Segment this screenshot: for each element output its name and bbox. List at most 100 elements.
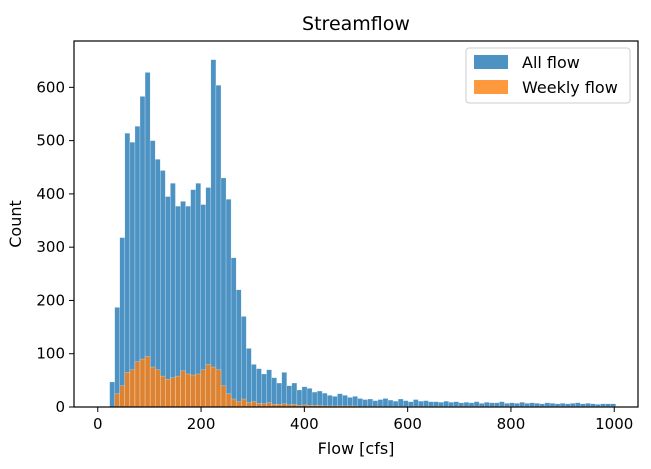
weekly-flow-bar	[266, 402, 272, 408]
x-tick-label: 800	[497, 415, 526, 433]
y-tick-label: 500	[36, 132, 65, 150]
all-flow-bar	[473, 401, 480, 408]
weekly-flow-bar	[195, 373, 201, 408]
weekly-flow-bar	[170, 377, 176, 408]
weekly-flow-bar	[220, 385, 227, 408]
all-flow-bar	[372, 400, 379, 408]
plot-area-frame	[73, 40, 639, 408]
all-flow-bar	[397, 398, 404, 408]
weekly-flow-bar	[119, 385, 126, 408]
all-flow-bar	[423, 400, 429, 408]
all-flow-bar	[119, 237, 126, 408]
x-tick-label: 600	[393, 415, 422, 433]
weekly-flow-bar	[180, 370, 186, 408]
all-flow-bar	[453, 401, 460, 408]
all-flow-bar	[418, 400, 424, 408]
all-flow-bars	[109, 59, 616, 408]
weekly-flow-bar	[190, 374, 196, 408]
weekly-flow-bar	[134, 361, 141, 408]
all-flow-bar	[195, 183, 201, 408]
weekly-flow-bar	[230, 398, 237, 408]
weekly-flow-bar	[205, 364, 212, 408]
all-flow-bar	[296, 389, 303, 408]
weekly-flow-bar	[154, 369, 161, 408]
all-flow-bar	[403, 400, 409, 408]
weekly-flow-bar	[210, 366, 217, 408]
legend-swatch-weekly-flow	[474, 80, 508, 94]
weekly-flow-bar	[225, 393, 232, 408]
weekly-flow-bar	[114, 393, 120, 408]
all-flow-bar	[347, 397, 353, 408]
all-flow-bar	[276, 382, 282, 408]
all-flow-bar	[170, 183, 176, 408]
chart-title: Streamflow	[302, 13, 410, 35]
all-flow-bar	[261, 373, 267, 408]
all-flow-bar	[241, 316, 247, 408]
legend-label-all-flow: All flow	[522, 53, 580, 72]
all-flow-bar	[215, 85, 222, 408]
y-axis-ticks: 0 100 200 300 400 500 600	[36, 78, 74, 416]
weekly-flow-bar	[235, 401, 242, 408]
weekly-flow-bar	[251, 401, 257, 408]
all-flow-bar	[352, 396, 358, 408]
all-flow-bar	[408, 401, 414, 408]
y-tick-label: 0	[55, 398, 65, 416]
all-flow-bar	[301, 386, 308, 408]
all-flow-bar	[251, 364, 257, 408]
all-flow-bar	[387, 399, 394, 408]
all-flow-bar	[316, 390, 323, 408]
all-flow-bar	[230, 257, 237, 408]
y-tick-label: 100	[36, 345, 65, 363]
weekly-flow-bar	[246, 402, 252, 408]
all-flow-bar	[291, 382, 298, 408]
all-flow-bar	[129, 142, 136, 408]
all-flow-bar	[306, 388, 313, 408]
all-flow-bar	[357, 398, 363, 408]
all-flow-bar	[210, 59, 217, 408]
all-flow-bar	[220, 177, 227, 408]
x-tick-label: 400	[290, 415, 319, 433]
y-tick-label: 400	[36, 185, 65, 203]
all-flow-bar	[499, 401, 505, 408]
weekly-flow-bar	[215, 369, 222, 408]
all-flow-bar	[377, 399, 384, 408]
y-tick-label: 600	[36, 78, 65, 96]
all-flow-bar	[342, 395, 348, 408]
all-flow-bar	[327, 395, 333, 408]
weekly-flow-bar	[241, 398, 247, 408]
legend: All flow Weekly flow	[465, 47, 631, 104]
weekly-flow-bar	[160, 375, 166, 408]
all-flow-bar	[114, 307, 120, 408]
all-flow-bar	[413, 399, 419, 408]
weekly-flow-bar	[185, 373, 191, 408]
all-flow-bar	[286, 385, 293, 408]
weekly-flow-bar	[139, 358, 146, 408]
all-flow-bar	[337, 393, 343, 408]
x-axis-ticks: 0 200 400 600 800 1000	[93, 407, 633, 433]
all-flow-bar	[367, 398, 374, 408]
all-flow-bar	[271, 377, 277, 408]
y-tick-label: 300	[36, 238, 65, 256]
all-flow-bar	[165, 196, 171, 408]
all-flow-bar	[281, 372, 287, 408]
all-flow-bar	[392, 400, 399, 408]
all-flow-bar	[322, 392, 328, 408]
y-tick-label: 200	[36, 291, 65, 309]
x-axis-label: Flow [cfs]	[318, 439, 395, 458]
all-flow-bar	[109, 381, 115, 408]
all-flow-bar	[428, 401, 434, 408]
all-flow-bar	[160, 170, 166, 408]
weekly-flow-bar	[144, 356, 151, 408]
all-flow-bar	[362, 399, 368, 408]
all-flow-bar	[225, 199, 232, 408]
all-flow-bar	[190, 189, 196, 408]
all-flow-bar	[246, 348, 252, 408]
x-tick-label: 1000	[595, 415, 633, 433]
x-tick-label: 200	[187, 415, 216, 433]
all-flow-bar	[382, 398, 389, 408]
all-flow-bar	[443, 400, 449, 408]
all-flow-bar	[256, 368, 262, 408]
all-flow-bar	[266, 369, 272, 408]
weekly-flow-bar	[200, 369, 207, 408]
